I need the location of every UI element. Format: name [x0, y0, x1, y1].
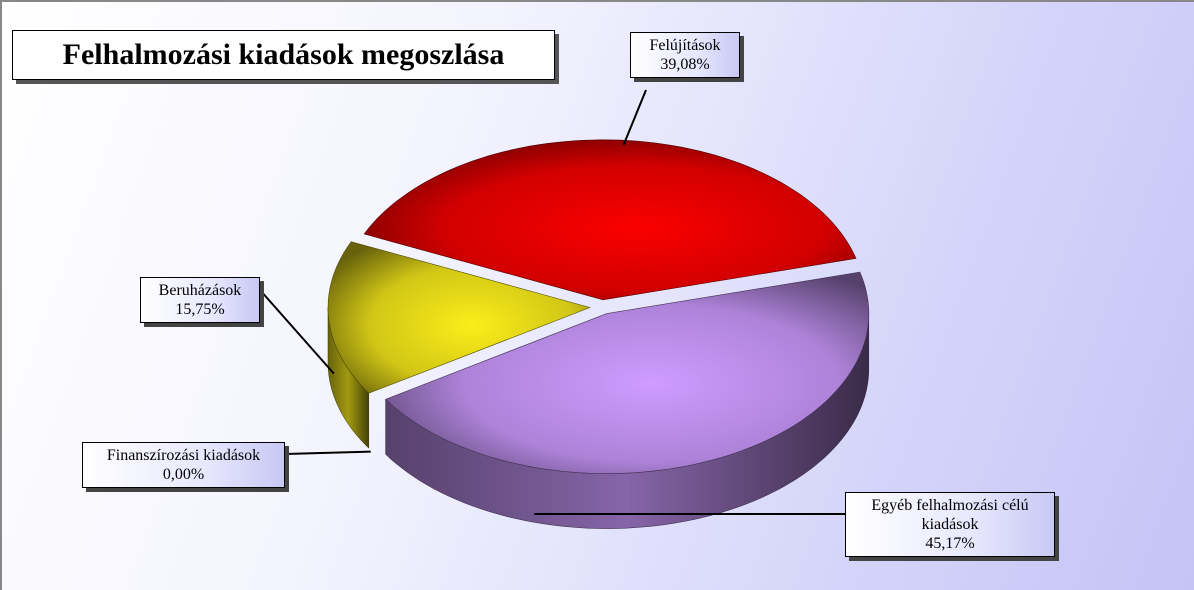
- value-label: 45,17%: [925, 535, 975, 552]
- data-label: Finanszírozási kiadások 0,00%: [82, 442, 285, 488]
- slice: [363, 139, 857, 301]
- value-label: 15,75%: [175, 301, 225, 318]
- value-label: 39,08%: [660, 56, 710, 73]
- category-label: Finanszírozási kiadások: [106, 447, 261, 464]
- slice: [385, 271, 870, 474]
- data-label: Felújítások 39,08%: [630, 32, 740, 78]
- leader-line: [284, 450, 371, 455]
- category-label: Felújítások: [649, 37, 721, 54]
- data-label: Beruházások 15,75%: [140, 277, 260, 323]
- data-label: Egyéb felhalmozási célú kiadások 45,17%: [845, 492, 1055, 557]
- leader-line: [622, 89, 647, 146]
- leader-line: [259, 289, 335, 375]
- category-label: Egyéb felhalmozási célú kiadások: [871, 497, 1029, 533]
- category-label: Beruházások: [158, 282, 242, 299]
- chart-title: Felhalmozási kiadások megoszlása: [12, 30, 555, 80]
- slice: [327, 241, 591, 394]
- value-label: 0,00%: [162, 466, 205, 483]
